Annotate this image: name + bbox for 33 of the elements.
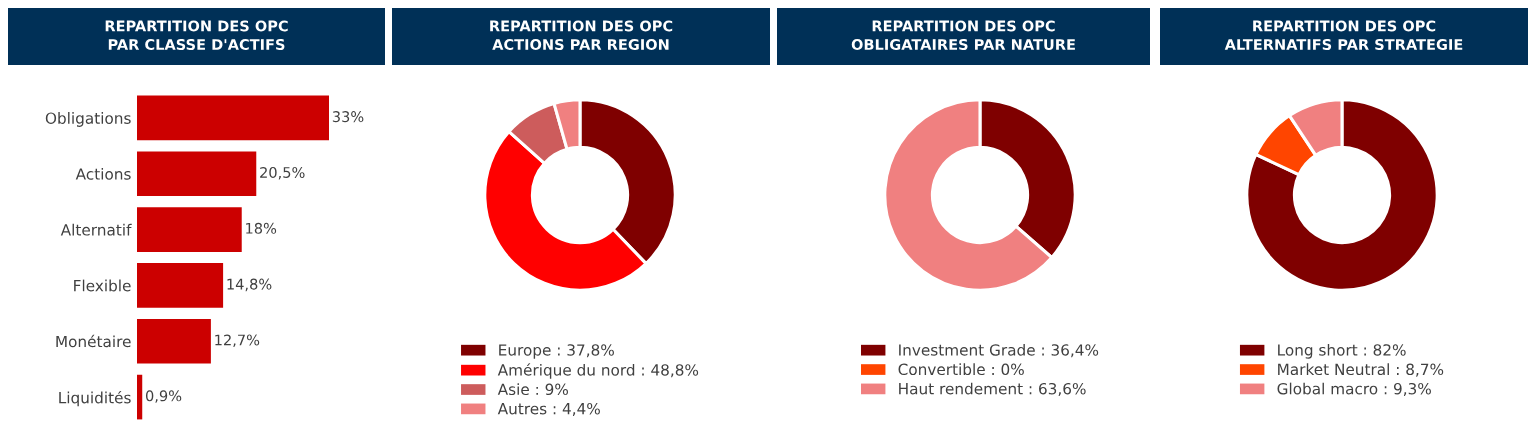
bar [137,207,242,252]
data-label: 0,9% [145,390,182,403]
bar [137,95,329,141]
bar [137,318,211,364]
donut-slice [1245,98,1439,292]
legend-label: Market Neutral : 8,7% [1278,363,1444,377]
y-tick-label: Liquidités [59,390,131,407]
data-label: 18% [246,222,277,234]
legend-label: Autres : 4,4% [497,402,600,417]
chart-title: REPARTITION DES OPC OBLIGATAIRES PAR NATURE [851,20,1075,50]
chart-title: REPARTITION DES OPC ALTERNATIFS PAR STRATEGIE [1224,20,1463,50]
y-tick-label: Alternatif [60,223,132,236]
y-tick-label: Obligations [45,112,131,127]
legend-label: Global macro : 9,3% [1277,382,1431,397]
bar [137,151,257,197]
data-label: 20,5% [260,166,305,180]
y-tick-label: Actions [75,167,131,180]
y-tick-label: Monétaire [56,334,131,348]
legend-label: Long short : 82% [1278,343,1406,359]
legend-label: Convertible : 0% [898,363,1024,376]
legend-label: Europe : 37,8% [499,344,614,359]
legend-label: Asie : 9% [497,383,569,396]
data-label: 12,7% [215,334,260,347]
y-tick-label: Flexible [74,279,131,292]
data-label: 33% [332,111,364,123]
chart-title: REPARTITION DES OPC ACTIONS PAR REGION [490,20,673,50]
legend-label: Amérique du nord : 48,8% [497,363,699,379]
legend-label: Investment Grade : 36,4% [899,343,1099,358]
data-label: 14,8% [227,278,272,292]
bar [137,263,224,308]
chart-title: REPARTITION DES OPC PAR CLASSE D'ACTIFS [105,20,288,50]
legend-label: Haut rendement : 63,6% [899,382,1086,397]
bar [137,374,143,420]
